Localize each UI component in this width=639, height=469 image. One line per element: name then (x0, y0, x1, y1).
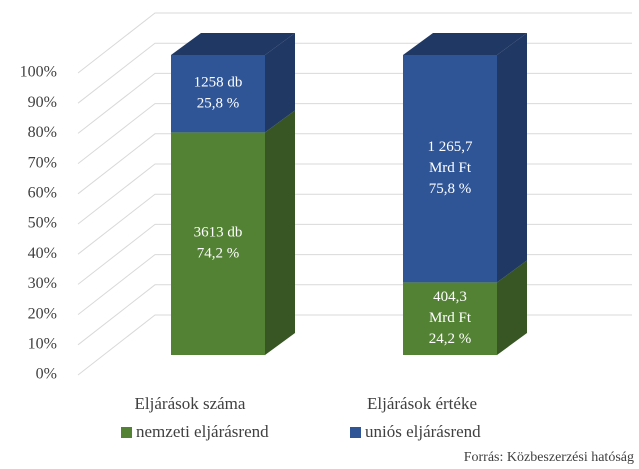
bar-side (265, 33, 295, 133)
y-tick-label: 90% (28, 94, 57, 111)
bar-segment (171, 132, 265, 355)
legend-label: nemzeti eljárásrend (136, 422, 269, 441)
value-label: 1258 db (194, 75, 243, 91)
value-label: 74,2 % (197, 246, 240, 262)
value-label: 75,8 % (429, 181, 472, 197)
y-tick-label: 20% (28, 305, 57, 322)
bar-side (265, 110, 295, 356)
value-label: 24,2 % (429, 331, 472, 347)
bar-segment (403, 55, 497, 283)
value-label: Mrd Ft (429, 310, 472, 326)
y-tick-label: 30% (28, 275, 57, 292)
y-tick-label: 80% (28, 124, 57, 141)
value-label: 3613 db (194, 225, 243, 241)
value-label: 25,8 % (197, 96, 240, 112)
legend-label: uniós eljárásrend (365, 422, 481, 441)
legend-swatch (350, 427, 361, 438)
legend-swatch (121, 427, 132, 438)
y-tick-label: 50% (28, 215, 57, 232)
grid-line (77, 12, 632, 74)
bar-segment (171, 55, 265, 133)
bar-side (497, 33, 527, 283)
x-tick-label: Eljárások értéke (367, 394, 477, 413)
y-tick-label: 0% (36, 366, 57, 383)
bar-side (497, 260, 527, 355)
bar-top (171, 33, 295, 55)
y-tick-label: 100% (20, 64, 57, 81)
y-tick-label: 10% (28, 335, 57, 352)
value-label: Mrd Ft (429, 160, 472, 176)
bar-top (403, 33, 527, 55)
grid-line (77, 314, 632, 376)
y-tick-label: 60% (28, 184, 57, 201)
value-label: 404,3 (433, 289, 467, 305)
x-tick-label: Eljárások száma (135, 394, 246, 413)
y-tick-label: 40% (28, 245, 57, 262)
y-tick-label: 70% (28, 154, 57, 171)
source-note: Forrás: Közbeszerzési hatóság (464, 450, 634, 465)
value-label: 1 265,7 (428, 139, 474, 155)
bar-segment (403, 282, 497, 355)
